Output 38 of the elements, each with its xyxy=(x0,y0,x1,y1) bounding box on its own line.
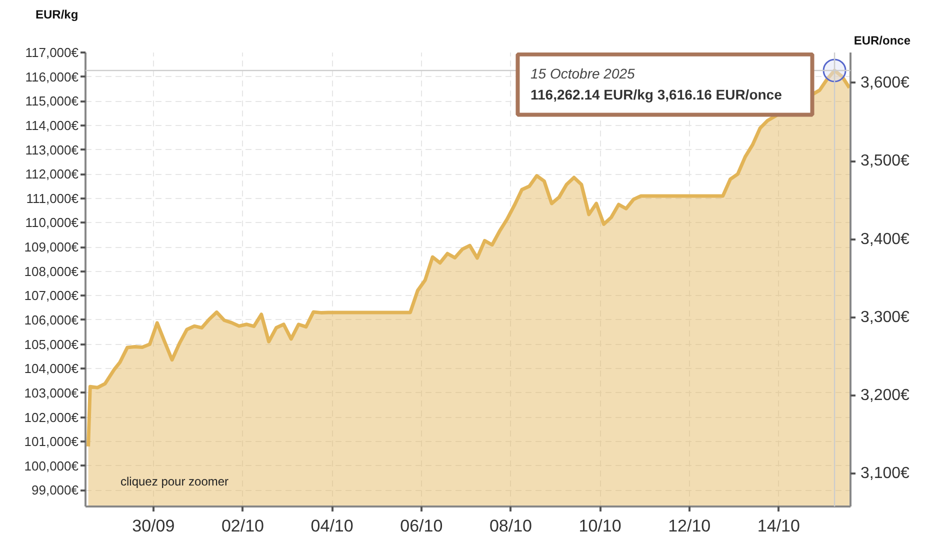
y-tick-label: 99,000€ xyxy=(32,482,80,498)
x-tick-label: 10/10 xyxy=(578,516,622,536)
x-tick-label: 06/10 xyxy=(400,516,443,536)
y-tick-label: 115,000€ xyxy=(25,94,80,109)
x-tick-label: 12/10 xyxy=(668,516,711,536)
y-tick-label: 112,000€ xyxy=(25,166,80,182)
y-tick-label: 114,000€ xyxy=(25,118,80,133)
annotation: 15 Octobre 2025 xyxy=(530,66,636,82)
y-tick-label: 109,000€ xyxy=(24,240,80,255)
y-axis-title: EUR/kg xyxy=(36,8,78,22)
x-tick-label: 04/10 xyxy=(310,516,354,536)
y2-tick-label: 3,100€ xyxy=(860,465,910,482)
y-tick-label: 117,000€ xyxy=(25,45,80,60)
y-tick-label: 116,000€ xyxy=(25,69,80,84)
x-tick-label: 30/09 xyxy=(132,516,175,536)
y-tick-label: 105,000€ xyxy=(24,336,80,352)
y-tick-label: 111,000€ xyxy=(26,190,80,206)
y2-tick-label: 3,600€ xyxy=(860,74,910,92)
x-tick-label: 02/10 xyxy=(221,516,264,536)
y-tick-label: 102,000€ xyxy=(24,410,80,425)
y-tick-label: 104,000€ xyxy=(24,361,80,376)
y-tick-label: 107,000€ xyxy=(24,288,80,304)
x-tick-label: 08/10 xyxy=(489,516,532,536)
y2-tick-label: 3,300€ xyxy=(860,308,910,326)
x-tick-label: 14/10 xyxy=(757,516,800,536)
y2-tick-label: 3,200€ xyxy=(860,387,910,404)
y2-tick-label: 3,500€ xyxy=(860,152,910,170)
y-tick-label: 101,000€ xyxy=(24,434,80,450)
y-tick-label: 108,000€ xyxy=(24,264,80,279)
y-tick-label: 110,000€ xyxy=(25,215,80,230)
y2-tick-label: 3,400€ xyxy=(860,230,910,248)
y-tick-label: 113,000€ xyxy=(25,142,80,158)
annotation: 116,262.14 EUR/kg 3,616.16 EUR/once xyxy=(530,86,782,102)
y-tick-label: 106,000€ xyxy=(24,312,80,328)
y2-axis-title: EUR/once xyxy=(854,34,911,48)
y-tick-label: 100,000€ xyxy=(24,458,80,474)
annotation: cliquez pour zoomer xyxy=(120,474,229,488)
y-tick-label: 103,000€ xyxy=(24,385,80,400)
